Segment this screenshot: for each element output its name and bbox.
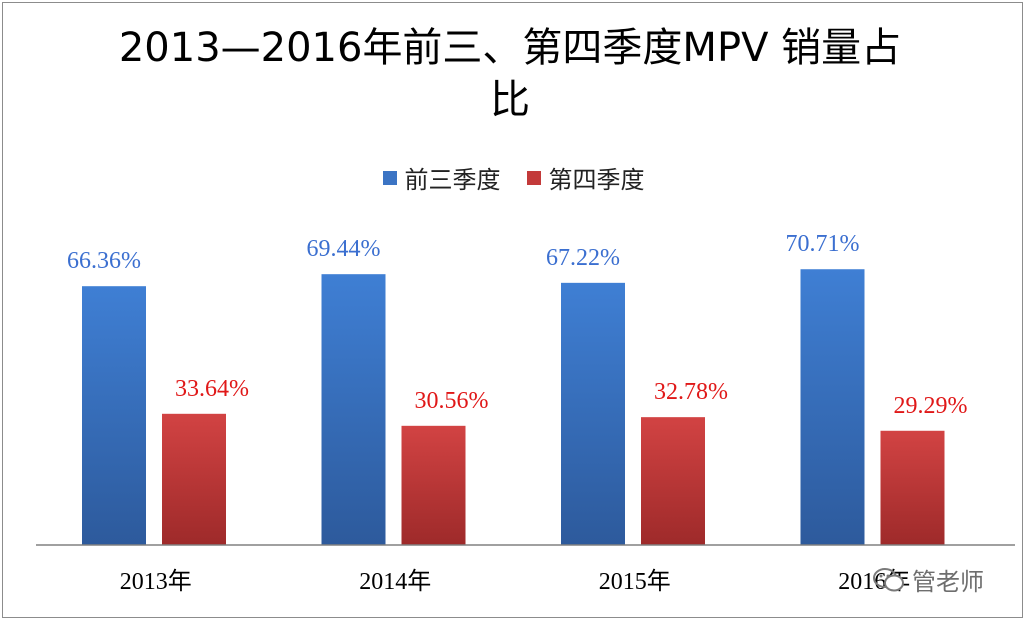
- chart-title-line1: 2013—2016年前三、第四季度MPV 销量占: [118, 25, 902, 71]
- wechat-icon: [873, 567, 904, 591]
- legend-label-series-2: 第四季度: [548, 166, 645, 194]
- data-label-q4-2013年: 33.64%: [175, 376, 249, 402]
- watermark: 管老师: [872, 562, 984, 597]
- chart-title-line2: 比: [490, 77, 530, 123]
- legend-swatch-series-1: [382, 170, 397, 185]
- legend-swatch-series-2: [526, 170, 541, 185]
- legend-label-series-1: 前三季度: [404, 166, 501, 194]
- chart-title: 2013—2016年前三、第四季度MPV 销量占 比: [60, 22, 960, 126]
- data-label-q1-q3-2015年: 67.22%: [546, 245, 620, 271]
- chart-legend: 前三季度 第四季度: [0, 160, 1027, 195]
- data-label-q1-q3-2013年: 66.36%: [67, 248, 141, 274]
- data-label-q1-q3-2014年: 69.44%: [307, 236, 381, 262]
- x-tick-label: 2015年: [599, 568, 671, 595]
- legend-item-series-1: 前三季度: [382, 160, 501, 195]
- bar-q1-q3-2016年: [800, 269, 865, 545]
- bar-q4-2015年: [641, 417, 705, 545]
- data-label-q4-2014年: 30.56%: [415, 388, 489, 414]
- data-label-q1-q3-2016年: 70.71%: [786, 231, 860, 257]
- bar-q1-q3-2013年: [82, 286, 146, 545]
- bar-q1-q3-2014年: [321, 274, 386, 545]
- bar-q4-2016年: [880, 430, 945, 545]
- x-tick-label: 2013年: [120, 568, 192, 595]
- watermark-text: 管老师: [912, 568, 984, 596]
- bar-q4-2014年: [401, 425, 466, 545]
- legend-item-series-2: 第四季度: [526, 160, 645, 195]
- x-tick-label: 2014年: [359, 568, 431, 595]
- data-label-q4-2015年: 32.78%: [654, 379, 728, 405]
- bar-q1-q3-2015年: [561, 282, 625, 545]
- data-label-q4-2016年: 29.29%: [894, 393, 968, 419]
- bar-q4-2013年: [162, 413, 226, 545]
